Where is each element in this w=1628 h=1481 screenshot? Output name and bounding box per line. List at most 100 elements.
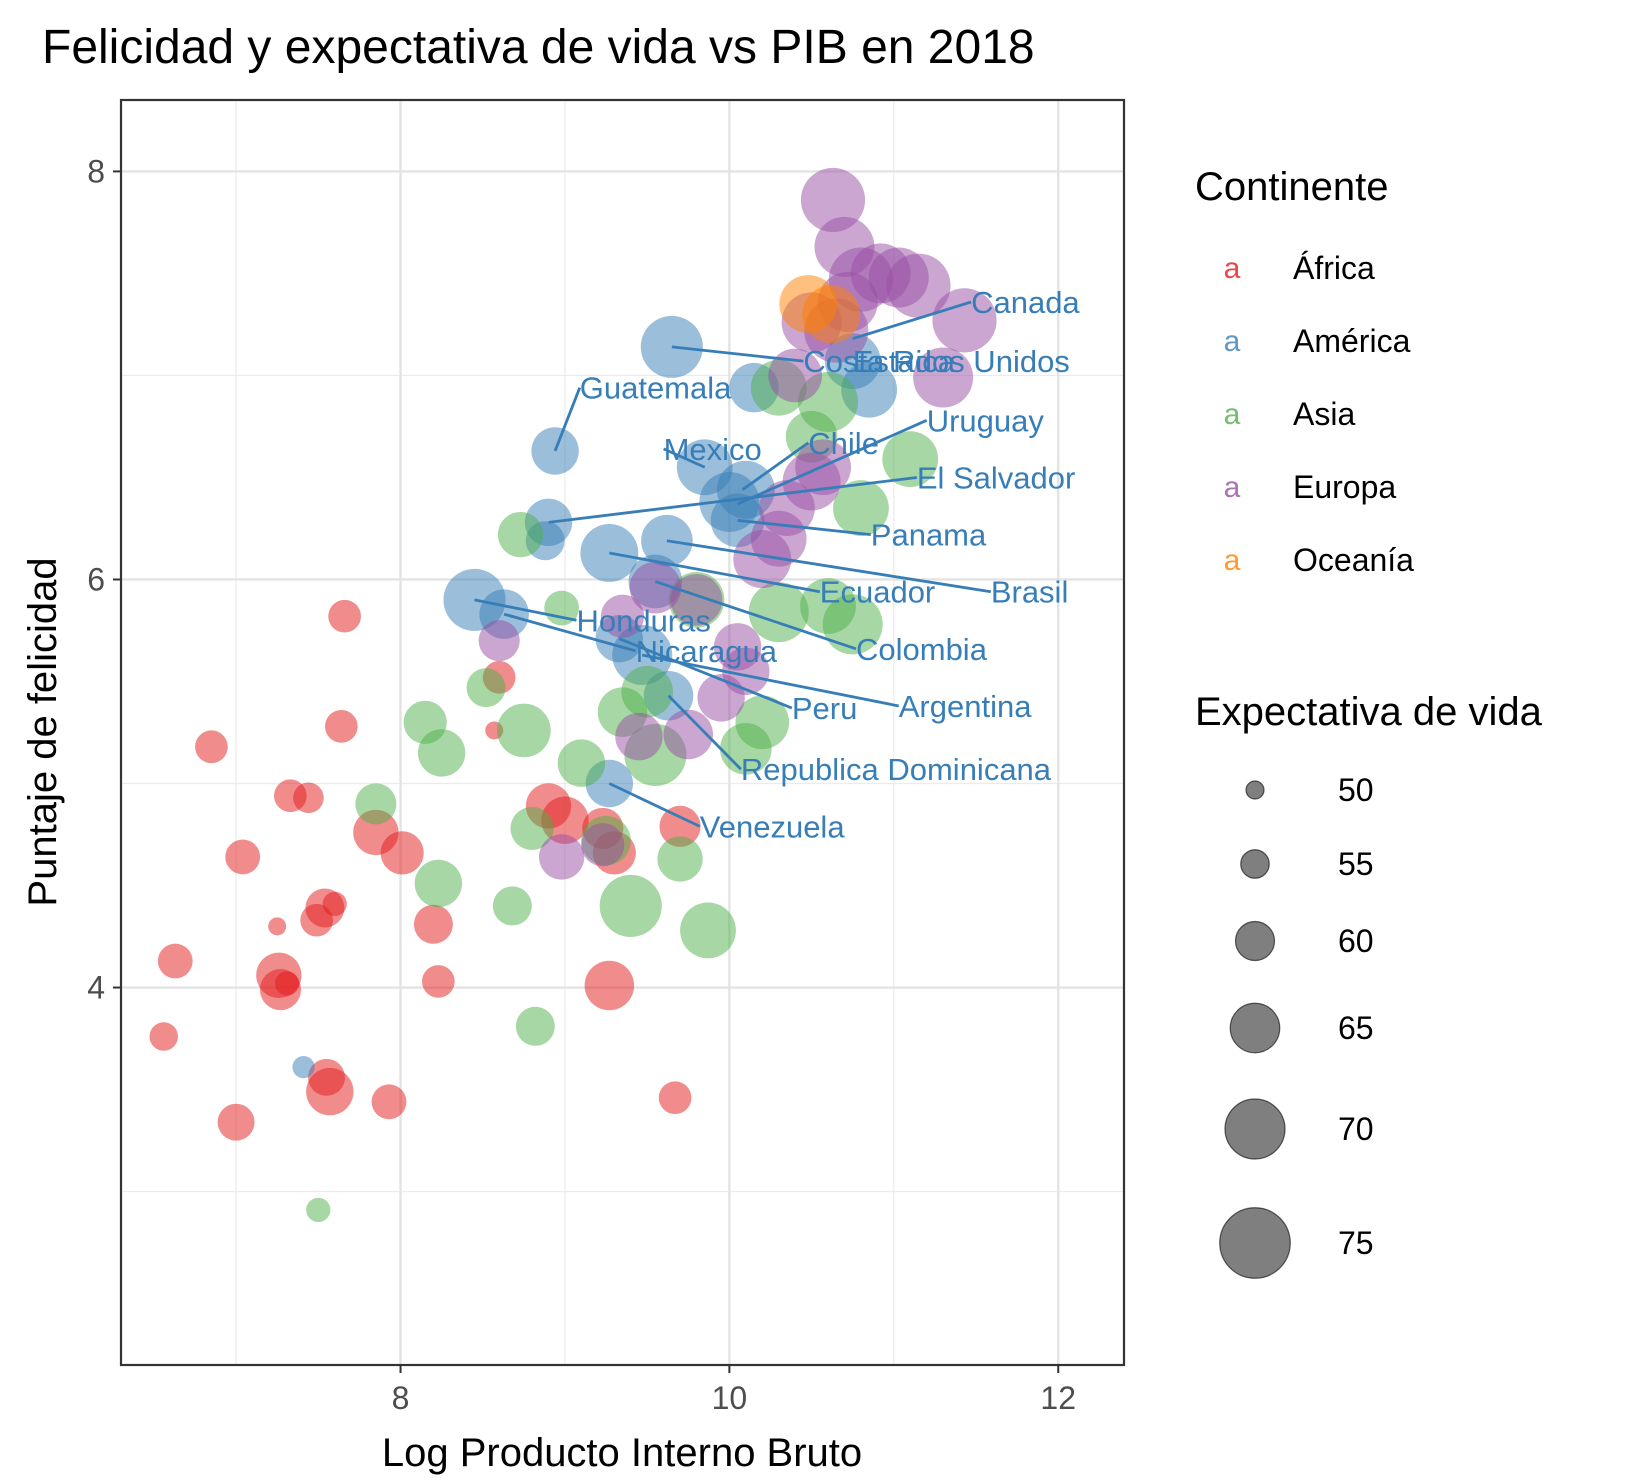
country-label: Republica Dominicana [741,752,1052,787]
data-point-europa [768,348,822,403]
y-tick-label: 8 [87,153,105,189]
data-point-europa [886,253,951,318]
data-point-europa [913,347,974,408]
legend-size-key [1229,1002,1281,1054]
x-axis-title: Log Producto Interno Bruto [382,1431,862,1475]
data-point-áfrica [157,943,193,979]
data-point-europa [670,574,723,626]
data-point-europa [932,288,997,353]
label-leader-line [608,782,701,828]
legend-key-glyph: a [1224,252,1241,285]
legend-key-glyph: a [1224,325,1241,358]
label-leader-line [741,441,810,491]
country-label: Colombia [856,632,988,667]
legend-expectativa-entries: 50 55 60 65 70 75 [1219,772,1374,1279]
country-label: El Salvador [917,460,1076,495]
data-point-asia [657,836,703,882]
data-point-asia [557,739,606,787]
country-label: Costa Rica [803,344,955,379]
data-point-europa [478,620,520,662]
legend-size-label: 50 [1338,772,1374,808]
label-leader-line [553,387,582,452]
country-label: Estados Unidos [853,344,1070,379]
country-label: Argentina [899,689,1032,724]
label-leader-line [852,300,972,341]
legend-expectativa-title: Expectativa de vida [1195,690,1543,734]
country-label: Canada [971,285,1080,320]
data-point-américa [292,1056,315,1079]
label-leader-line [548,476,917,524]
label-leader-line [666,539,992,594]
legend-size-key [1219,1207,1291,1279]
data-point-áfrica [274,971,300,996]
data-point-europa [663,709,714,760]
data-point-europa [629,561,682,614]
country-label: Nicaragua [636,634,778,669]
data-point-europa [800,167,866,233]
data-point-europa [600,594,645,638]
country-label: Panama [871,518,987,553]
data-point-asia [822,594,883,655]
data-point-áfrica [324,710,358,743]
legend-size-label: 60 [1338,923,1374,959]
country-label: Uruguay [927,403,1045,438]
data-point-áfrica [300,903,334,937]
panel-border [119,98,1126,1367]
legend-continente-label: Europa [1293,469,1396,505]
data-point-áfrica [293,782,324,814]
data-point-europa [697,674,745,722]
legend-continente-label: Asia [1293,396,1355,432]
legend-size-label: 75 [1338,1225,1374,1261]
y-axis-title: Puntaje de felicidad [21,557,65,906]
data-point-asia [497,511,544,558]
data-point-europa [615,712,663,761]
data-point-asia [492,886,532,926]
country-label: Guatemala [580,371,732,406]
label-leader-line [503,612,637,653]
country-label: Mexico [664,432,762,467]
legend-key-glyph: a [1224,471,1241,504]
legend-size-key [1240,849,1270,879]
country-label: Honduras [576,603,710,638]
chart-title: Felicidad y expectativa de vida vs PIB e… [42,21,1035,74]
x-tick-label: 8 [392,1380,410,1416]
data-point-oceanía [802,285,861,344]
data-point-asia [882,431,939,487]
axes: 8 10 12 4 6 8 [87,153,1076,1416]
data-point-asia [515,1006,555,1046]
legend-key-glyph: a [1224,398,1241,431]
label-leader-line [641,653,900,708]
legend-continente-title: Continente [1195,165,1388,209]
data-point-áfrica [584,960,635,1011]
data-point-áfrica [380,831,424,875]
label-leader-line [737,419,928,506]
country-label: Brasil [991,575,1069,610]
label-leader-line [609,551,821,594]
points-layer [149,167,997,1223]
label-leader-line [654,580,857,651]
data-point-asia [510,806,554,850]
data-point-asia [306,1197,331,1223]
legend-size-key [1245,780,1265,800]
data-point-áfrica [421,965,455,998]
country-label: Venezuela [700,809,846,844]
data-point-áfrica [195,730,228,764]
legend-size-label: 70 [1338,1111,1374,1147]
data-point-áfrica [217,1103,255,1141]
data-point-áfrica [149,1022,179,1051]
legend-expectativa: Expectativa de vida 50 55 60 65 70 75 [1195,690,1543,1279]
country-label: Peru [792,691,857,726]
x-tick-label: 10 [712,1380,748,1416]
data-point-asia [417,729,466,777]
data-point-asia [599,874,662,937]
data-point-áfrica [659,805,701,847]
label-leader-line [618,637,793,710]
label-leader-line [737,518,871,536]
data-point-asia [466,668,506,708]
label-leader-line [474,598,577,622]
y-tick-label: 6 [87,561,105,597]
data-point-áfrica [413,904,453,944]
data-point-áfrica [306,1067,354,1116]
